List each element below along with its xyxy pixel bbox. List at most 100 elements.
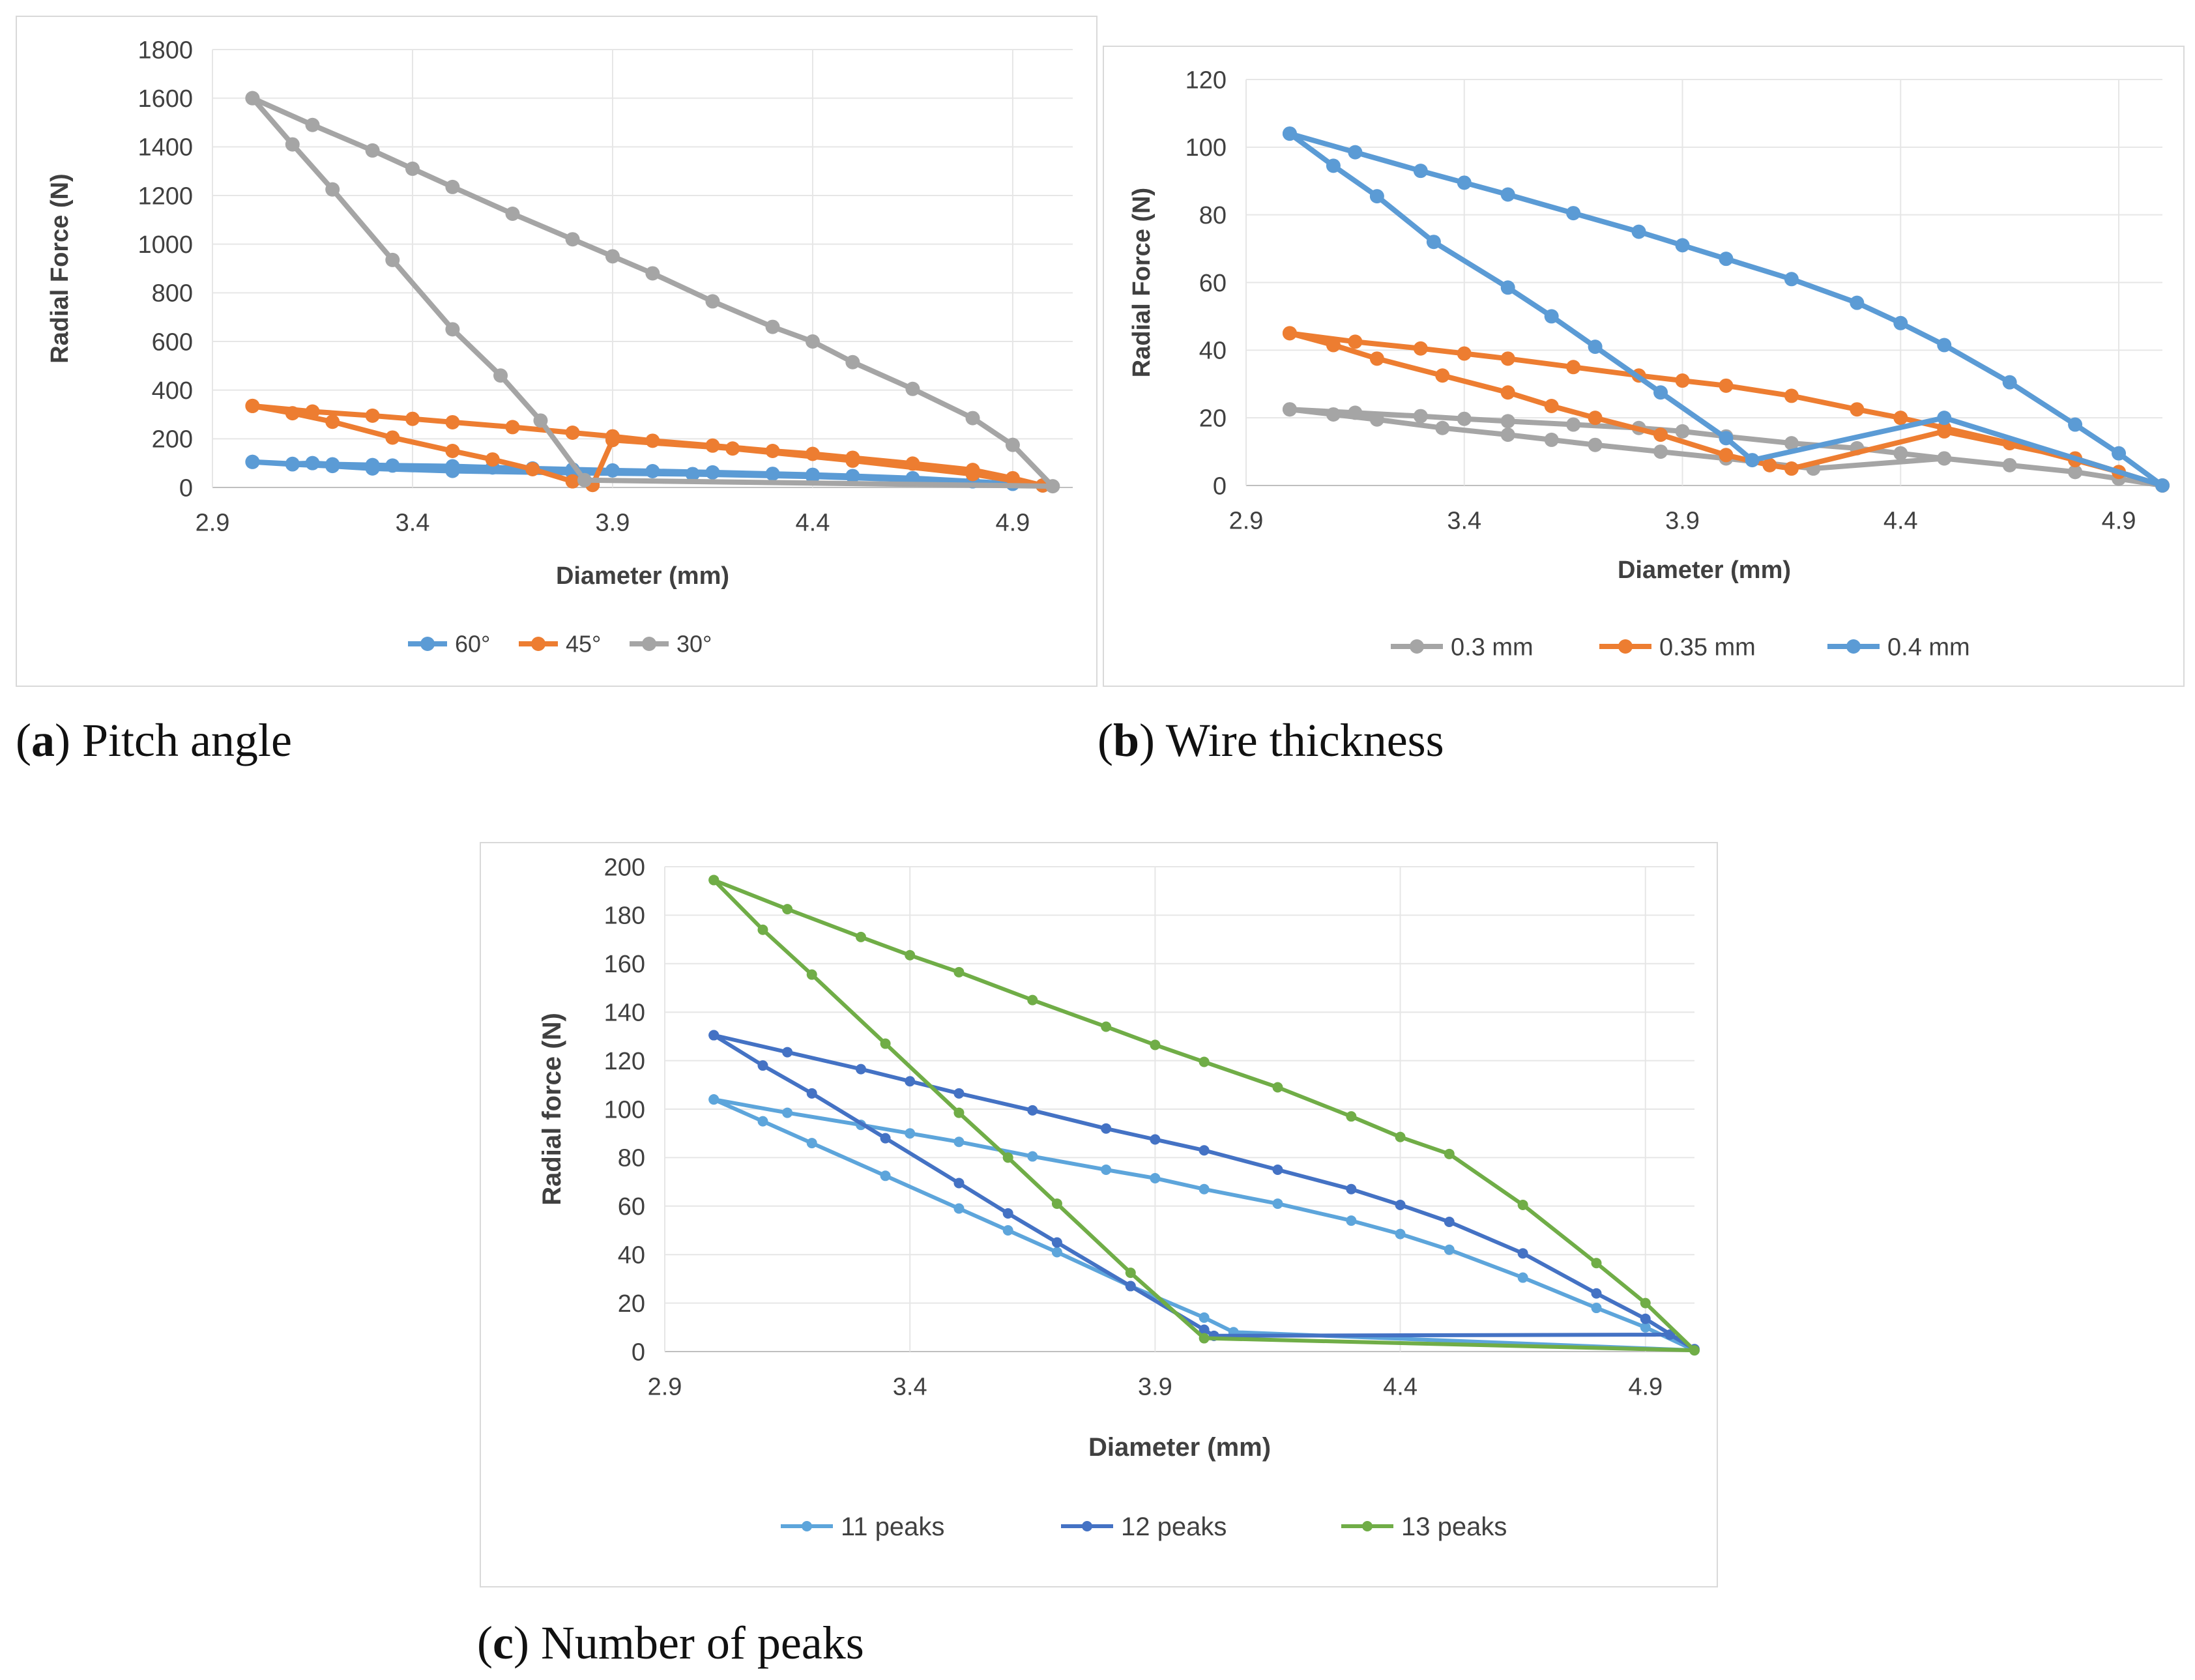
data-point	[645, 463, 660, 478]
data-point	[1566, 360, 1581, 375]
data-point	[1784, 272, 1799, 287]
y-axis-label: Radial force (N)	[538, 1013, 566, 1206]
data-point	[1675, 373, 1690, 388]
data-point	[845, 355, 860, 369]
data-point	[1199, 1183, 1210, 1195]
y-tick-label: 20	[618, 1290, 645, 1318]
data-point	[1675, 424, 1690, 439]
series-line	[712, 878, 1696, 1353]
data-point	[1051, 1247, 1062, 1258]
data-point	[1125, 1267, 1136, 1279]
data-point	[533, 413, 548, 428]
x-tick-label: 3.4	[893, 1374, 927, 1401]
data-point	[953, 966, 965, 978]
data-point	[1457, 411, 1472, 426]
data-point	[1413, 409, 1428, 424]
data-point	[1591, 1288, 1602, 1299]
data-point	[757, 1116, 768, 1127]
data-point	[1150, 1173, 1161, 1184]
data-point	[1395, 1228, 1406, 1239]
y-tick-label: 0	[1213, 472, 1227, 500]
data-point	[1893, 315, 1908, 330]
data-point	[1444, 1244, 1455, 1255]
data-point	[2002, 375, 2017, 390]
legend-marker	[1410, 639, 1424, 654]
data-point	[705, 465, 720, 480]
caption-c: (c) Number of peaks	[477, 1617, 864, 1669]
data-point	[953, 1107, 965, 1118]
data-point	[1444, 1216, 1455, 1227]
legend-label: 60°	[455, 631, 490, 658]
data-point	[757, 1060, 768, 1071]
x-axis-label: Diameter (mm)	[556, 562, 729, 590]
y-tick-label: 400	[152, 377, 193, 405]
data-point	[757, 924, 768, 935]
data-point	[1689, 1345, 1700, 1356]
data-point	[806, 969, 817, 980]
data-point	[577, 472, 592, 487]
data-point	[953, 1137, 965, 1148]
y-tick-label: 80	[1199, 202, 1227, 229]
data-point	[1101, 1021, 1112, 1032]
data-point	[1199, 1324, 1210, 1335]
data-point	[405, 161, 420, 176]
legend-marker	[1618, 639, 1633, 654]
data-point	[880, 1133, 891, 1144]
data-point	[1588, 411, 1603, 426]
data-point	[1199, 1145, 1210, 1156]
series-line	[1287, 131, 2165, 488]
data-point	[1893, 446, 1908, 461]
legend-marker	[1362, 1521, 1373, 1531]
data-point	[805, 334, 820, 349]
data-point	[1005, 437, 1020, 452]
data-point	[645, 433, 660, 448]
x-tick-label: 3.4	[1447, 508, 1481, 535]
y-tick-label: 20	[1199, 405, 1227, 432]
x-axis-label: Diameter (mm)	[1088, 1433, 1271, 1462]
legend-label: 0.35 mm	[1659, 633, 1756, 661]
data-point	[1566, 206, 1581, 221]
data-point	[325, 459, 340, 474]
x-tick-label: 4.4	[796, 510, 830, 537]
data-point	[905, 1076, 916, 1087]
legend-marker	[531, 637, 545, 651]
data-point	[1326, 338, 1341, 353]
data-point	[285, 457, 300, 472]
data-point	[1500, 280, 1515, 295]
data-point	[445, 444, 460, 458]
data-point	[1653, 427, 1668, 442]
data-point	[1101, 1123, 1112, 1134]
data-point	[285, 406, 300, 421]
data-point	[1719, 252, 1734, 267]
data-point	[1045, 479, 1060, 494]
data-point	[845, 469, 860, 484]
data-point	[1719, 431, 1734, 446]
data-point	[1435, 420, 1450, 435]
legend-label: 13 peaks	[1401, 1513, 1507, 1541]
data-point	[905, 949, 916, 961]
y-tick-label: 60	[1199, 270, 1227, 297]
legend-label: 0.3 mm	[1451, 633, 1534, 661]
data-point	[445, 179, 460, 194]
data-point	[806, 1138, 817, 1149]
data-point	[1745, 453, 1760, 468]
data-point	[1272, 1082, 1283, 1093]
x-axis-label: Diameter (mm)	[1618, 557, 1791, 584]
data-point	[905, 1128, 916, 1139]
legend-label: 30°	[676, 631, 712, 658]
data-point	[1500, 414, 1515, 429]
data-point	[1150, 1134, 1161, 1145]
y-tick-label: 200	[604, 854, 645, 881]
y-tick-label: 1600	[138, 85, 193, 113]
data-point	[855, 931, 866, 942]
data-point	[245, 454, 260, 469]
data-point	[1282, 126, 1297, 141]
data-point	[705, 438, 720, 453]
x-tick-label: 4.4	[1883, 508, 1918, 535]
panel-b: 0 20 40 60 80 100 120 2.9 3.4 3.9 4.4 4.9 Diameter (…	[1103, 46, 2185, 687]
legend-label: 0.4 mm	[1887, 633, 1970, 661]
data-point	[365, 461, 380, 476]
data-point	[1500, 187, 1515, 202]
data-point	[1591, 1258, 1602, 1269]
data-point	[245, 91, 260, 106]
